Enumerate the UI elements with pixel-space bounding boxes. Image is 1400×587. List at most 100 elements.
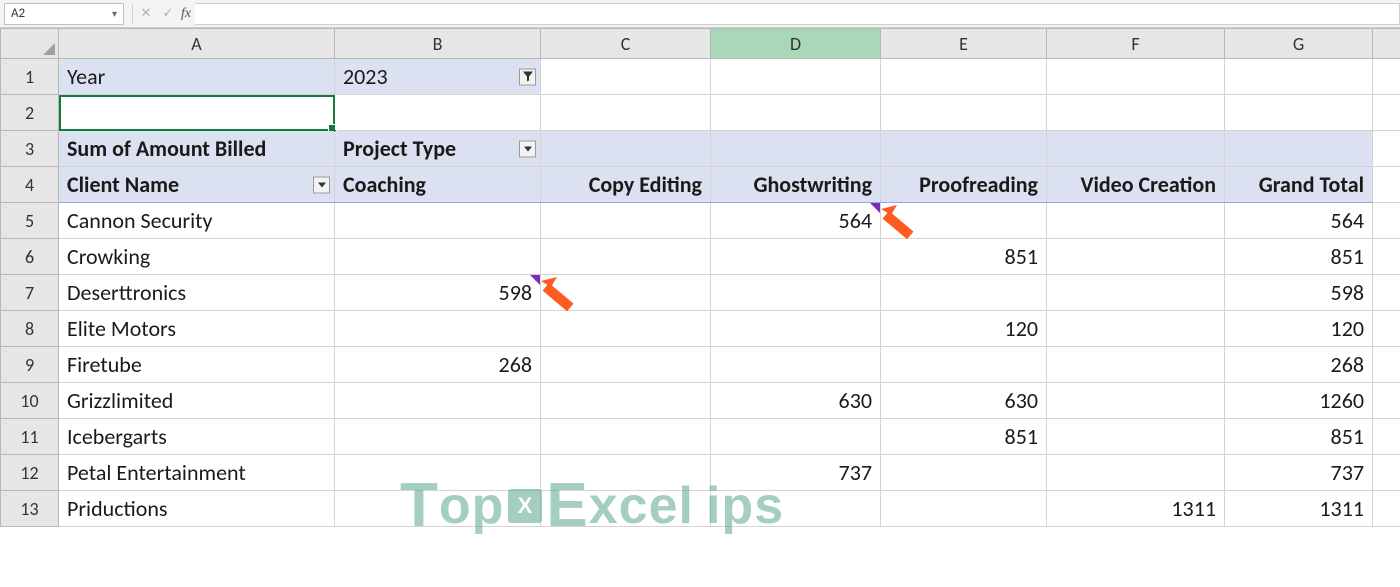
client-name-cell[interactable]: Priductions bbox=[59, 491, 335, 527]
value-cell[interactable] bbox=[1047, 383, 1225, 419]
value-cell[interactable] bbox=[541, 419, 711, 455]
col-header-B[interactable]: B bbox=[335, 29, 541, 59]
cell[interactable] bbox=[335, 95, 541, 131]
value-cell[interactable]: 630 bbox=[881, 383, 1047, 419]
selected-cell[interactable] bbox=[59, 95, 335, 131]
client-name-cell[interactable]: Grizzlimited bbox=[59, 383, 335, 419]
col-header-C[interactable]: C bbox=[541, 29, 711, 59]
value-cell[interactable] bbox=[541, 275, 711, 311]
row-header[interactable]: 5 bbox=[1, 203, 59, 239]
value-cell[interactable] bbox=[1047, 275, 1225, 311]
value-cell[interactable] bbox=[1047, 239, 1225, 275]
cell[interactable] bbox=[711, 131, 881, 167]
row-header[interactable]: 12 bbox=[1, 455, 59, 491]
cell[interactable] bbox=[1047, 59, 1225, 95]
pivot-col-header[interactable]: Video Creation bbox=[1047, 167, 1225, 203]
value-cell[interactable]: 1311 bbox=[1225, 491, 1373, 527]
value-cell[interactable] bbox=[541, 311, 711, 347]
pivot-col-header[interactable]: Copy Editing bbox=[541, 167, 711, 203]
dropdown-icon[interactable] bbox=[313, 176, 330, 193]
value-cell[interactable] bbox=[541, 203, 711, 239]
col-header-F[interactable]: F bbox=[1047, 29, 1225, 59]
value-cell[interactable] bbox=[711, 311, 881, 347]
client-name-cell[interactable]: Petal Entertainment bbox=[59, 455, 335, 491]
row-header[interactable]: 11 bbox=[1, 419, 59, 455]
value-cell[interactable]: 851 bbox=[881, 239, 1047, 275]
cell[interactable] bbox=[541, 95, 711, 131]
value-cell[interactable] bbox=[1047, 203, 1225, 239]
cell[interactable] bbox=[541, 131, 711, 167]
client-name-cell[interactable]: Crowking bbox=[59, 239, 335, 275]
value-cell[interactable]: 268 bbox=[335, 347, 541, 383]
value-cell[interactable] bbox=[881, 347, 1047, 383]
value-cell[interactable]: 1311 bbox=[1047, 491, 1225, 527]
value-cell[interactable]: 268 bbox=[1225, 347, 1373, 383]
value-cell[interactable] bbox=[335, 383, 541, 419]
value-cell[interactable] bbox=[541, 491, 711, 527]
row-header[interactable]: 2 bbox=[1, 95, 59, 131]
cell[interactable] bbox=[881, 59, 1047, 95]
pivot-values-label[interactable]: Sum of Amount Billed bbox=[59, 131, 335, 167]
value-cell[interactable] bbox=[541, 347, 711, 383]
value-cell[interactable]: 630 bbox=[711, 383, 881, 419]
value-cell[interactable]: 120 bbox=[881, 311, 1047, 347]
value-cell[interactable] bbox=[881, 275, 1047, 311]
value-cell[interactable] bbox=[711, 239, 881, 275]
cell[interactable] bbox=[1225, 59, 1373, 95]
select-all-corner[interactable] bbox=[1, 29, 59, 59]
pivot-col-field[interactable]: Project Type bbox=[335, 131, 541, 167]
value-cell[interactable]: 1260 bbox=[1225, 383, 1373, 419]
row-header[interactable]: 1 bbox=[1, 59, 59, 95]
value-cell[interactable]: 851 bbox=[881, 419, 1047, 455]
value-cell[interactable] bbox=[335, 491, 541, 527]
cell[interactable] bbox=[881, 131, 1047, 167]
value-cell[interactable] bbox=[335, 311, 541, 347]
cell[interactable] bbox=[711, 95, 881, 131]
value-cell[interactable]: 851 bbox=[1225, 419, 1373, 455]
value-cell[interactable]: 737 bbox=[1225, 455, 1373, 491]
cell[interactable] bbox=[1225, 95, 1373, 131]
pivot-row-field[interactable]: Client Name bbox=[59, 167, 335, 203]
value-cell[interactable] bbox=[335, 239, 541, 275]
cell[interactable] bbox=[881, 95, 1047, 131]
pivot-col-header[interactable]: Ghostwriting bbox=[711, 167, 881, 203]
value-cell[interactable] bbox=[881, 491, 1047, 527]
client-name-cell[interactable]: Elite Motors bbox=[59, 311, 335, 347]
col-header-E[interactable]: E bbox=[881, 29, 1047, 59]
fx-icon[interactable]: fx bbox=[179, 6, 195, 22]
col-header-A[interactable]: A bbox=[59, 29, 335, 59]
cell[interactable] bbox=[1225, 131, 1373, 167]
col-header-D[interactable]: D bbox=[711, 29, 881, 59]
value-cell[interactable]: 598 bbox=[1225, 275, 1373, 311]
pivot-col-header[interactable]: Proofreading bbox=[881, 167, 1047, 203]
value-cell[interactable] bbox=[711, 491, 881, 527]
cancel-icon[interactable]: ✕ bbox=[135, 3, 157, 25]
value-cell[interactable] bbox=[1047, 455, 1225, 491]
pivot-filter-value-cell[interactable]: 2023 bbox=[335, 59, 541, 95]
value-cell[interactable]: 598 bbox=[335, 275, 541, 311]
pivot-col-header[interactable]: Grand Total bbox=[1225, 167, 1373, 203]
row-header[interactable]: 13 bbox=[1, 491, 59, 527]
pivot-filter-field[interactable]: Year bbox=[59, 59, 335, 95]
row-header[interactable]: 8 bbox=[1, 311, 59, 347]
formula-input[interactable] bbox=[195, 3, 1400, 25]
row-header[interactable]: 4 bbox=[1, 167, 59, 203]
value-cell[interactable] bbox=[881, 455, 1047, 491]
cell[interactable] bbox=[711, 59, 881, 95]
cell[interactable] bbox=[541, 59, 711, 95]
client-name-cell[interactable]: Deserttronics bbox=[59, 275, 335, 311]
value-cell[interactable]: 564 bbox=[1225, 203, 1373, 239]
cell[interactable] bbox=[1047, 131, 1225, 167]
row-header[interactable]: 10 bbox=[1, 383, 59, 419]
dropdown-icon[interactable] bbox=[519, 140, 536, 157]
value-cell[interactable] bbox=[541, 455, 711, 491]
value-cell[interactable] bbox=[1047, 419, 1225, 455]
row-header[interactable]: 6 bbox=[1, 239, 59, 275]
value-cell[interactable] bbox=[335, 419, 541, 455]
cell[interactable] bbox=[1047, 95, 1225, 131]
client-name-cell[interactable]: Cannon Security bbox=[59, 203, 335, 239]
value-cell[interactable]: 564 bbox=[711, 203, 881, 239]
pivot-col-header[interactable]: Coaching bbox=[335, 167, 541, 203]
value-cell[interactable]: 120 bbox=[1225, 311, 1373, 347]
value-cell[interactable] bbox=[711, 275, 881, 311]
